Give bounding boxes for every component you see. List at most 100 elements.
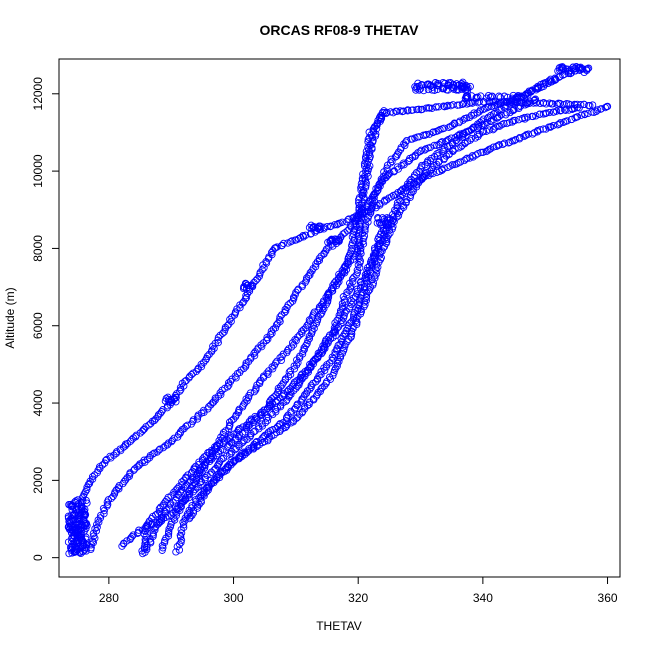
data-point [514, 91, 522, 100]
data-point [553, 100, 561, 108]
data-point [225, 381, 233, 389]
data-point [67, 546, 75, 554]
data-point [258, 266, 266, 274]
data-point [339, 293, 348, 301]
data-point [368, 260, 376, 268]
data-point [588, 101, 597, 109]
data-point [178, 478, 186, 486]
x-tick-label: 280 [99, 591, 119, 605]
data-point [290, 365, 299, 373]
data-point [566, 101, 575, 109]
data-point [173, 542, 181, 551]
data-point [288, 237, 296, 245]
data-point [262, 414, 271, 422]
data-point [119, 479, 127, 488]
data-point [376, 182, 384, 190]
data-point [138, 547, 146, 555]
data-point [75, 536, 83, 545]
data-point [397, 186, 406, 195]
data-point [208, 346, 216, 354]
data-point [459, 116, 467, 124]
data-point [420, 86, 428, 95]
data-point [372, 125, 381, 133]
data-point [238, 439, 246, 447]
y-axis: 0 2000 4000 6000 8000 10000 12000 [31, 77, 60, 561]
data-point [532, 99, 540, 107]
data-point [199, 406, 208, 415]
data-point [437, 139, 445, 147]
data-point [344, 258, 352, 267]
data-point [181, 514, 189, 522]
data-point [193, 504, 202, 512]
data-point [227, 317, 235, 326]
data-point [348, 330, 356, 338]
data-point [315, 372, 323, 380]
x-tick-label: 300 [224, 591, 244, 605]
data-point [80, 515, 88, 524]
data-point [603, 102, 612, 111]
data-point [425, 130, 434, 138]
data-point [425, 80, 433, 89]
data-point [325, 359, 334, 367]
data-point [333, 324, 341, 332]
data-point [68, 534, 76, 543]
data-point [400, 188, 408, 196]
data-point [196, 470, 204, 478]
data-point [173, 484, 182, 493]
y-tick-label: 12000 [31, 77, 45, 111]
data-point [371, 274, 379, 282]
data-points [64, 63, 612, 558]
data-point [542, 109, 551, 117]
data-point [279, 389, 288, 398]
data-point [71, 545, 79, 553]
data-point [365, 211, 373, 220]
data-point [201, 356, 210, 364]
x-tick-label: 320 [348, 591, 368, 605]
data-point [78, 539, 87, 547]
data-point [293, 400, 301, 408]
data-point [397, 143, 405, 152]
data-point [399, 159, 408, 167]
data-point [559, 64, 567, 73]
data-point [310, 222, 318, 231]
data-point [327, 285, 336, 294]
data-point [202, 488, 210, 496]
data-point [342, 262, 350, 271]
data-point [362, 296, 370, 305]
data-point [403, 136, 411, 145]
x-axis: 280 300 320 340 360 [99, 576, 618, 605]
data-point [76, 549, 84, 557]
data-point [272, 398, 280, 406]
data-point [226, 432, 235, 440]
data-point [435, 103, 443, 111]
data-point [226, 421, 234, 429]
data-point [511, 116, 519, 125]
data-point [485, 126, 493, 134]
data-point [309, 310, 318, 318]
data-point [272, 428, 281, 437]
data-point [372, 130, 380, 138]
data-point [244, 281, 252, 290]
data-point [197, 360, 205, 369]
data-point [440, 154, 449, 163]
data-point [77, 523, 86, 532]
data-point [374, 186, 382, 194]
data-point [128, 533, 136, 541]
data-point [82, 496, 90, 505]
data-point [91, 525, 99, 533]
data-point [494, 141, 502, 150]
data-point [303, 339, 311, 348]
data-point [285, 368, 293, 376]
data-point [383, 220, 392, 228]
data-point [65, 517, 73, 526]
data-point [386, 159, 395, 167]
data-point [247, 415, 255, 423]
data-point [230, 415, 238, 423]
data-point [393, 163, 402, 171]
data-point [340, 330, 348, 338]
data-point [276, 401, 285, 409]
data-point [277, 382, 285, 391]
data-point [96, 514, 105, 522]
x-axis-label: THETAV [316, 619, 362, 633]
